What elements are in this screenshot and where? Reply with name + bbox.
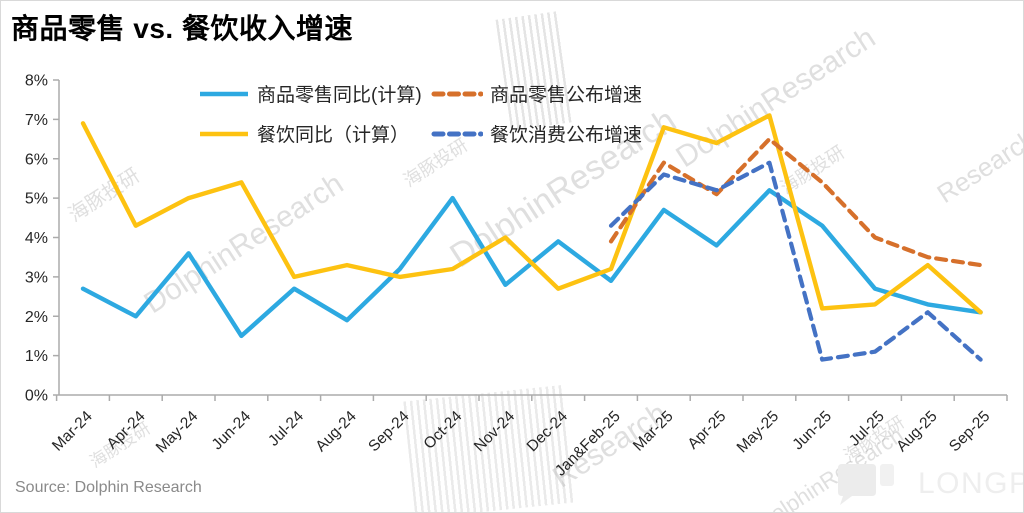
legend-item-dining-calc: 餐饮同比（计算）	[198, 120, 409, 147]
x-axis-label: Apr-24	[104, 408, 149, 453]
x-axis-label: Jun-24	[209, 408, 255, 454]
x-axis-label: Dec-24	[524, 408, 572, 456]
x-axis-label: Apr-25	[685, 408, 730, 453]
legend-swatch-solid-yellow	[200, 131, 248, 136]
x-axis-label: Mar-25	[630, 408, 677, 455]
y-axis-label: 5%	[25, 191, 48, 208]
x-axis-label: Jun-25	[789, 408, 835, 454]
x-axis-label: Aug-25	[893, 408, 940, 455]
longport-logo-text: LONGPORT	[918, 467, 1023, 500]
legend-swatch-solid-blue	[200, 91, 248, 96]
legend-item-goods-calc: 商品零售同比(计算)	[198, 80, 422, 107]
legend-swatch-dashed-blue	[431, 131, 483, 136]
legend-label: 餐饮消费公布增速	[490, 125, 643, 146]
series-line-3	[608, 160, 983, 362]
legend-label: 商品零售公布增速	[490, 85, 643, 106]
legend-label: 餐饮同比（计算）	[257, 125, 410, 146]
x-axis-label: Oct-24	[421, 408, 466, 453]
y-axis-label: 0%	[25, 388, 48, 405]
x-axis-label: Nov-24	[471, 408, 519, 456]
x-axis-label: Mar-24	[49, 408, 96, 455]
y-axis-label: 1%	[25, 348, 48, 365]
x-axis-label: Sep-24	[365, 408, 413, 456]
y-axis-label: 8%	[25, 73, 48, 90]
legend-label: 商品零售同比(计算)	[257, 85, 422, 106]
x-axis-label: May-25	[734, 408, 783, 457]
y-axis-label: 2%	[25, 309, 48, 326]
legend-item-dining-published: 餐饮消费公布增速	[431, 120, 642, 147]
legend-swatch-dashed-orange	[431, 91, 483, 96]
source-note: Source: Dolphin Research	[15, 479, 202, 496]
x-axis-label: Aug-24	[312, 408, 360, 456]
longport-logo-icon	[838, 464, 894, 505]
x-axis-label: Jul-24	[265, 408, 307, 450]
x-axis-label: May-24	[153, 408, 202, 457]
y-axis-label: 6%	[25, 151, 48, 168]
chart-title: 商品零售 vs. 餐饮收入增速	[11, 13, 353, 44]
legend-item-goods-published: 商品零售公布增速	[431, 80, 642, 107]
y-axis-label: 7%	[25, 112, 48, 129]
x-axis-label: Sep-25	[946, 408, 993, 455]
series-line-2	[608, 137, 983, 268]
series-line-1	[80, 113, 983, 315]
y-axis-label: 3%	[25, 269, 48, 286]
x-axis-label: Jul-25	[846, 408, 888, 450]
longport-logo: LONGPORT	[834, 462, 1023, 506]
y-axis-label: 4%	[25, 230, 48, 247]
